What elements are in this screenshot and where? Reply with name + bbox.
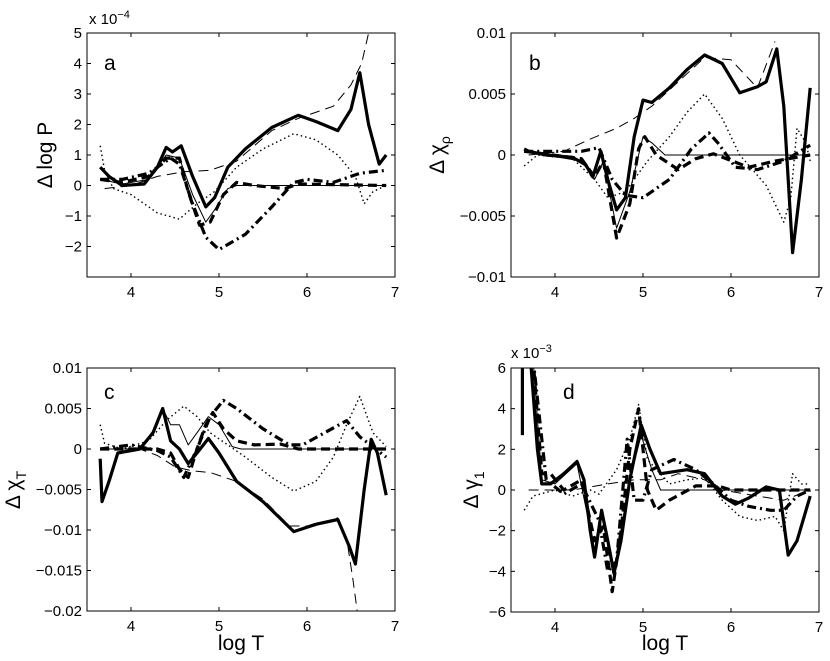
series-thick-solid — [523, 47, 812, 255]
series-thin-dashed — [104, 33, 370, 190]
x-tick-label: 5 — [215, 618, 223, 635]
x-tick-label: 6 — [303, 618, 311, 635]
y-tick-label: −6 — [489, 604, 506, 621]
x-tick-label: 4 — [551, 284, 559, 301]
series-thick-dashdot — [100, 156, 387, 252]
multiplier-d: x 10−3 — [511, 343, 552, 362]
x-tick-label: 6 — [727, 284, 735, 301]
y-tick-label: 6 — [498, 360, 506, 377]
ylabel-d: Δ γ1 — [460, 471, 487, 508]
xlabel-c: log T — [218, 632, 264, 655]
x-tick-label: 6 — [303, 284, 311, 301]
series-dotted — [523, 403, 811, 532]
x-tick-label: 6 — [727, 619, 735, 636]
y-tick-label: −4 — [489, 563, 506, 580]
y-tick-label: 4 — [498, 401, 506, 418]
series-thin-solid — [100, 408, 387, 450]
panel-letter-a: a — [104, 52, 116, 75]
x-tick-label: 7 — [815, 284, 823, 301]
series-thick-dashdot — [524, 131, 812, 200]
series-thin-dashed — [528, 41, 776, 156]
y-tick-label: 1 — [74, 147, 82, 164]
y-tick-label: 3 — [74, 86, 82, 103]
y-tick-label: 4 — [74, 56, 82, 73]
x-tick-label: 4 — [551, 619, 559, 636]
series-thick-solid — [99, 71, 388, 209]
series-dotted — [99, 395, 387, 492]
ylabel-b: Δ χρ — [426, 136, 453, 174]
panel-b: b Δ χρ 4 5 6 7 −0.01 −0.005 0 0.005 0.01 — [426, 25, 823, 301]
y-tick-label: −0.005 — [460, 208, 506, 225]
y-tick-label: −2 — [65, 239, 82, 256]
x-tick-label: 5 — [639, 284, 647, 301]
y-tick-label: 0.01 — [53, 360, 82, 377]
axes-box — [86, 367, 396, 612]
series-dotted — [523, 93, 811, 223]
y-tick-label: −0.02 — [44, 603, 82, 620]
series-thick-dashdot — [99, 398, 388, 479]
series-group — [523, 41, 812, 255]
x-tick-label: 4 — [127, 618, 135, 635]
x-tick-label: 7 — [815, 619, 823, 636]
series-thick-dashed — [532, 368, 811, 594]
series-thick-dashed — [523, 135, 811, 240]
panel-letter-d: d — [563, 381, 575, 404]
y-tick-label: 5 — [74, 25, 82, 42]
y-tick-label: 0.01 — [477, 25, 506, 42]
y-tick-label: −0.015 — [36, 563, 82, 580]
y-tick-label: 0 — [498, 147, 506, 164]
ylabel-a: Δ log P — [34, 122, 57, 189]
y-tick-label: 2 — [498, 441, 506, 458]
multiplier-a: x 10−4 — [89, 9, 130, 28]
x-tick-label: 4 — [127, 284, 135, 301]
y-tick-label: −0.01 — [468, 269, 506, 286]
ylabel-c: Δ χT — [2, 470, 29, 509]
y-tick-label: −0.005 — [36, 482, 82, 499]
series-thin-dashed — [528, 473, 811, 501]
panel-letter-b: b — [529, 52, 541, 75]
series-group — [99, 33, 388, 252]
series-thin-solid — [100, 154, 387, 223]
y-tick-label: −1 — [65, 208, 82, 225]
xlabel-d: log T — [642, 632, 688, 655]
series-group — [98, 395, 388, 611]
x-tick-label: 5 — [215, 284, 223, 301]
x-tick-label: 5 — [639, 619, 647, 636]
panel-a: x 10−4 a Δ log P 4 5 6 7 −2 −1 0 1 2 3 4 5 — [34, 9, 399, 301]
panel-d: x 10−3 d Δ γ1 log T 4 5 6 7 −6 −4 −2 0 2 4 6 — [460, 343, 823, 655]
y-tick-label: 0.005 — [44, 401, 82, 418]
y-tick-label: 0 — [74, 178, 82, 195]
series-group — [520, 368, 812, 594]
panel-letter-c: c — [104, 381, 115, 404]
x-tick-label: 7 — [391, 284, 399, 301]
y-tick-label: 0 — [74, 441, 82, 458]
y-tick-label: 2 — [74, 117, 82, 134]
y-tick-label: −2 — [489, 523, 506, 540]
x-tick-label: 7 — [391, 618, 399, 635]
y-tick-label: 0.005 — [468, 86, 506, 103]
series-thick-dashed — [100, 410, 387, 479]
series-thin-dashed — [104, 448, 358, 611]
y-tick-label: 0 — [498, 482, 506, 499]
series-thick-dashed — [99, 156, 387, 227]
series-thick-dashdot — [532, 368, 811, 573]
y-tick-label: −0.01 — [44, 522, 82, 539]
panel-c: c Δ χT log T 4 5 6 7 −0.02 −0.015 −0.01 −0.005 0… — [2, 360, 399, 655]
series-thin-solid — [533, 368, 811, 572]
